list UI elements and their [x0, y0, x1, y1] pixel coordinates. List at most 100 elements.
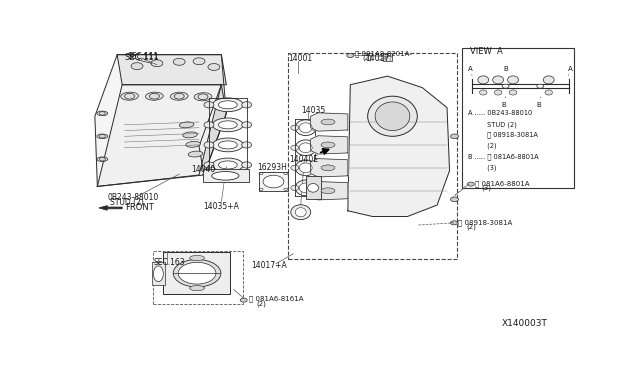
Ellipse shape	[321, 142, 335, 148]
Text: A ..... 0B243-88010: A ..... 0B243-88010	[468, 110, 532, 116]
Text: 14035: 14035	[301, 106, 325, 115]
Ellipse shape	[97, 157, 108, 161]
Ellipse shape	[321, 188, 335, 193]
Ellipse shape	[291, 125, 299, 130]
Ellipse shape	[189, 256, 205, 261]
Text: Ⓝ 08918-3081A: Ⓝ 08918-3081A	[468, 132, 538, 138]
Ellipse shape	[186, 141, 200, 147]
Ellipse shape	[97, 134, 108, 139]
Text: 14035+A: 14035+A	[203, 202, 239, 211]
Ellipse shape	[310, 185, 319, 190]
Ellipse shape	[291, 185, 299, 190]
Ellipse shape	[321, 165, 335, 171]
Bar	[259, 172, 288, 191]
Ellipse shape	[367, 96, 417, 136]
Ellipse shape	[97, 111, 108, 116]
Circle shape	[240, 298, 247, 302]
Circle shape	[467, 182, 474, 186]
Polygon shape	[95, 55, 227, 186]
Polygon shape	[117, 55, 227, 85]
Ellipse shape	[509, 90, 516, 95]
Text: B ..... Ⓡ 081A6-8801A: B ..... Ⓡ 081A6-8801A	[468, 154, 538, 160]
Ellipse shape	[310, 165, 319, 170]
Ellipse shape	[170, 92, 188, 100]
Ellipse shape	[300, 163, 312, 173]
Ellipse shape	[295, 120, 316, 135]
Ellipse shape	[242, 162, 252, 168]
Text: A: A	[568, 66, 572, 72]
Text: Ⓝ 08918-3081A: Ⓝ 08918-3081A	[458, 219, 512, 225]
Ellipse shape	[308, 183, 319, 192]
Polygon shape	[310, 136, 348, 154]
Polygon shape	[97, 85, 221, 186]
Bar	[383, 53, 392, 61]
Circle shape	[451, 221, 458, 225]
Circle shape	[451, 134, 458, 139]
Ellipse shape	[212, 171, 239, 180]
Ellipse shape	[218, 121, 237, 129]
Ellipse shape	[321, 119, 335, 125]
Circle shape	[178, 262, 216, 284]
Text: X140003T: X140003T	[502, 318, 547, 328]
Text: (3): (3)	[468, 164, 497, 171]
Circle shape	[151, 60, 163, 67]
Polygon shape	[99, 206, 122, 210]
Text: (2): (2)	[466, 224, 476, 230]
Polygon shape	[310, 182, 348, 200]
Circle shape	[347, 54, 354, 58]
Text: (2): (2)	[363, 55, 372, 61]
Ellipse shape	[291, 165, 299, 170]
Text: FRONT: FRONT	[125, 203, 154, 212]
Circle shape	[537, 84, 544, 88]
Text: 14040: 14040	[191, 165, 216, 174]
Text: Ⓑ 081A6-8801A: Ⓑ 081A6-8801A	[475, 180, 529, 187]
Ellipse shape	[300, 143, 312, 153]
Ellipse shape	[508, 76, 518, 84]
Ellipse shape	[300, 123, 312, 132]
Ellipse shape	[300, 183, 312, 193]
Ellipse shape	[212, 118, 243, 132]
Ellipse shape	[204, 162, 214, 168]
Ellipse shape	[204, 102, 214, 108]
Circle shape	[451, 197, 458, 202]
Ellipse shape	[543, 76, 554, 84]
Text: B: B	[503, 66, 508, 72]
Circle shape	[208, 64, 220, 70]
Ellipse shape	[295, 180, 316, 196]
Text: STUD (2): STUD (2)	[110, 198, 143, 207]
Text: VIEW  A: VIEW A	[470, 47, 503, 56]
Ellipse shape	[545, 90, 552, 95]
Ellipse shape	[242, 122, 252, 128]
Ellipse shape	[204, 122, 214, 128]
Ellipse shape	[493, 76, 504, 84]
Text: Ⓑ 081A6-8161A: Ⓑ 081A6-8161A	[249, 296, 303, 302]
Text: 14001: 14001	[288, 54, 312, 64]
Text: (3): (3)	[482, 185, 492, 191]
Circle shape	[502, 84, 509, 88]
Ellipse shape	[212, 138, 243, 152]
Circle shape	[131, 63, 143, 70]
Text: 14040E: 14040E	[289, 155, 318, 164]
Ellipse shape	[263, 175, 284, 188]
Bar	[288, 53, 457, 260]
Polygon shape	[348, 76, 449, 217]
Ellipse shape	[478, 76, 489, 84]
Ellipse shape	[212, 158, 243, 172]
Bar	[306, 176, 321, 199]
Ellipse shape	[188, 151, 203, 157]
Text: 0B243-88010: 0B243-88010	[108, 193, 159, 202]
Ellipse shape	[295, 160, 316, 176]
Ellipse shape	[145, 92, 163, 100]
Bar	[163, 252, 230, 294]
Ellipse shape	[375, 102, 410, 131]
Text: SEC.163: SEC.163	[154, 258, 185, 267]
Bar	[462, 48, 573, 188]
Ellipse shape	[218, 161, 237, 169]
Ellipse shape	[204, 142, 214, 148]
Text: SEC.111: SEC.111	[127, 52, 159, 61]
Text: 14017+A: 14017+A	[251, 261, 287, 270]
Ellipse shape	[183, 132, 198, 138]
Ellipse shape	[242, 142, 252, 148]
Text: A: A	[468, 66, 473, 72]
Ellipse shape	[295, 208, 306, 217]
